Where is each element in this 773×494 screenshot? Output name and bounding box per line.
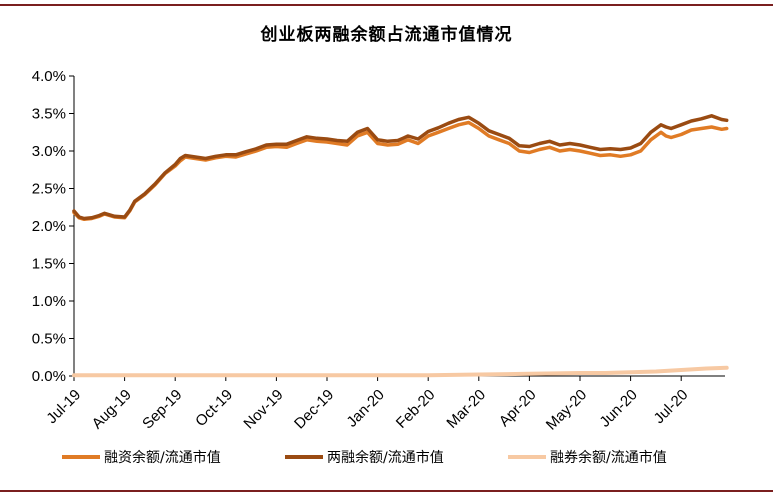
legend-swatch-total — [285, 455, 323, 459]
top-frame-rule — [0, 4, 773, 6]
y-tick-label: 3.5% — [32, 106, 66, 123]
chart-legend: 融资余额/流通市值 两融余额/流通市值 融券余额/流通市值 — [0, 444, 773, 470]
y-tick-label: 4.0% — [32, 68, 66, 85]
x-tick-label: Jul-20 — [651, 386, 692, 427]
y-tick-label: 2.5% — [32, 181, 66, 198]
y-tick-label: 0.0% — [32, 368, 66, 385]
legend-swatch-financing — [62, 455, 100, 459]
legend-swatch-securities-lending — [508, 455, 546, 459]
bottom-frame-rule — [0, 490, 773, 492]
series-line-securities-lending — [72, 365, 729, 378]
series-line-total — [72, 114, 729, 221]
x-tick-label: Sep-19 — [139, 386, 185, 432]
x-tick-label: Feb-20 — [393, 386, 439, 432]
x-tick-label: May-20 — [543, 386, 590, 433]
legend-label-financing: 融资余额/流通市值 — [104, 450, 221, 466]
legend-item-financing: 融资余额/流通市值 — [62, 444, 221, 470]
x-tick-label: Nov-19 — [240, 386, 286, 432]
chart-title: 创业板两融余额占流通市值情况 — [260, 25, 513, 45]
x-tick-label: Oct-19 — [192, 386, 236, 430]
x-tick-label: Jul-19 — [43, 386, 84, 427]
x-tick-label: Jun-20 — [596, 386, 640, 430]
y-tick-label: 0.5% — [32, 331, 66, 348]
y-tick-label: 1.0% — [32, 293, 66, 310]
x-tick-label: Jan-20 — [343, 386, 387, 430]
x-tick-label: Aug-19 — [89, 386, 135, 432]
y-tick-label: 3.0% — [32, 143, 66, 160]
y-tick-label: 1.5% — [32, 256, 66, 273]
chart-axes — [69, 75, 725, 381]
chart-series-layer — [72, 114, 729, 378]
series-line-financing — [72, 120, 729, 222]
x-tick-label: Dec-19 — [291, 386, 337, 432]
legend-label-total: 两融余额/流通市值 — [327, 450, 444, 466]
x-tick-label: Apr-20 — [496, 386, 540, 430]
y-tick-label: 2.0% — [32, 218, 66, 235]
x-tick-label: Mar-20 — [443, 386, 489, 432]
y-tick-labels: 4.0% 3.5% 3.0% 2.5% 2.0% 1.5% 1.0% 0.5% 0.0% — [32, 68, 66, 385]
x-tick-labels: Jul-19 Aug-19 Sep-19 Oct-19 Nov-19 Dec-19 Jan-… — [43, 386, 691, 433]
legend-item-securities-lending: 融券余额/流通市值 — [508, 444, 667, 470]
legend-item-total: 两融余额/流通市值 — [285, 444, 444, 470]
legend-label-securities-lending: 融券余额/流通市值 — [550, 450, 667, 466]
